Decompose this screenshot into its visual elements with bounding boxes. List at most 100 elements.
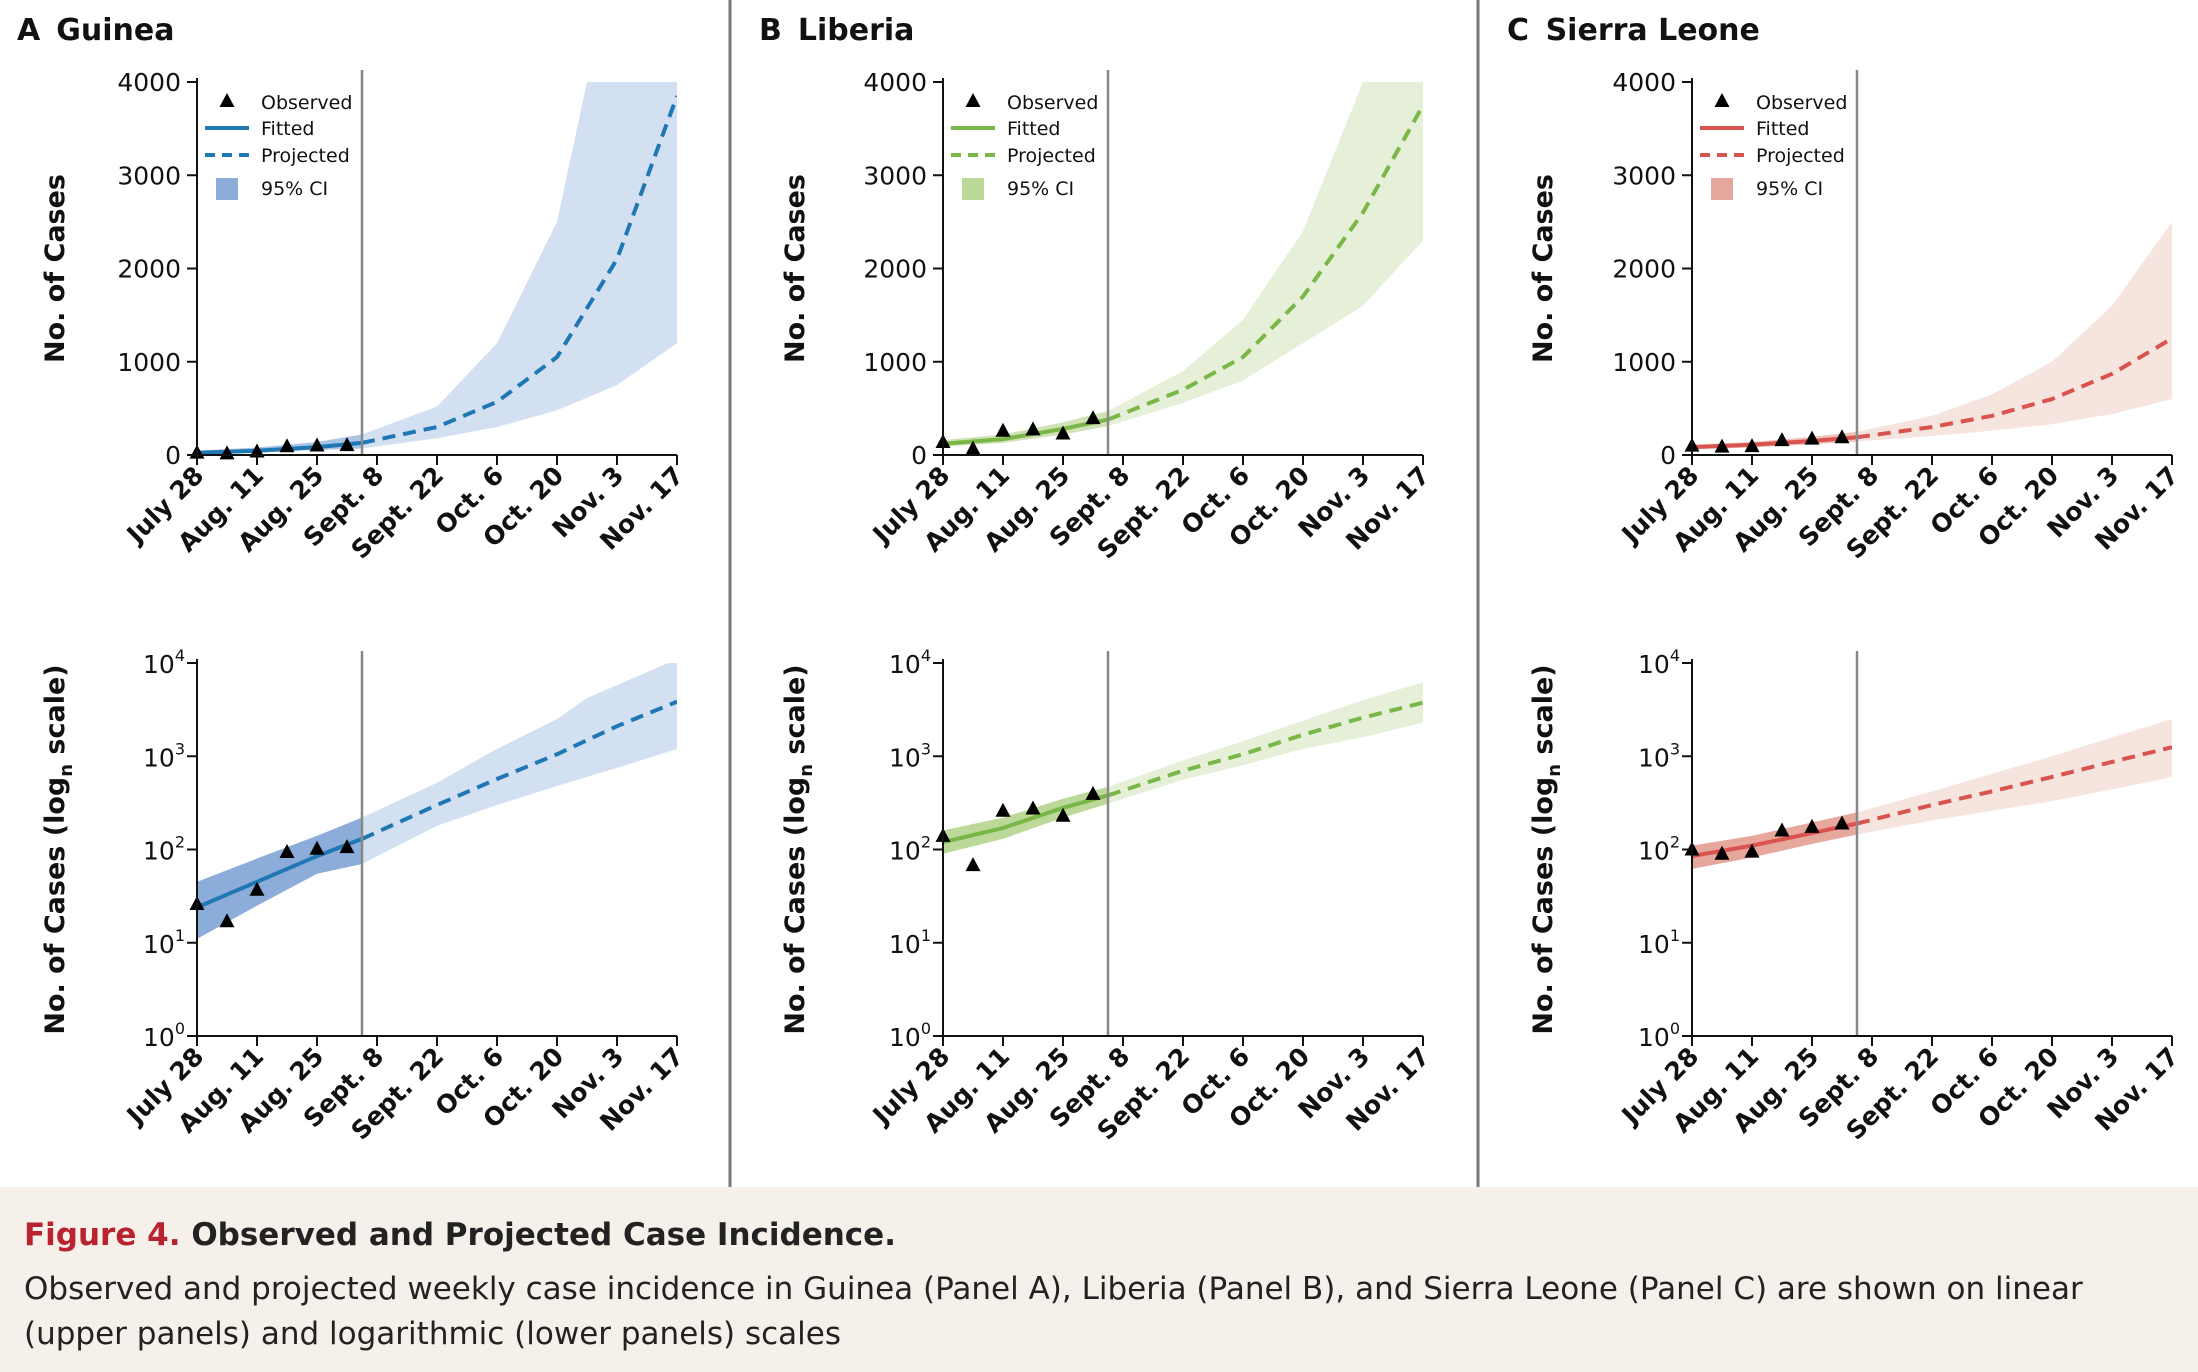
observed-marker xyxy=(309,840,325,855)
observed-marker xyxy=(1025,421,1041,436)
projected-line xyxy=(1107,104,1423,422)
observed-marker xyxy=(1714,438,1730,453)
observed-marker xyxy=(1834,429,1850,444)
y-tick-label: 0 xyxy=(1660,441,1676,470)
tick-exp: 2 xyxy=(1670,833,1680,852)
y-tick-label: 101 xyxy=(143,926,185,959)
tick-exp: 4 xyxy=(1670,646,1680,665)
y-tick-label: 3000 xyxy=(863,161,927,190)
observed-marker xyxy=(249,881,265,896)
observed-marker xyxy=(1025,800,1041,815)
fitted-line xyxy=(197,837,363,910)
y-tick-label: 4000 xyxy=(117,68,181,97)
y-tick-label: 100 xyxy=(1638,1019,1680,1052)
legend-observed-label: Observed xyxy=(1007,92,1098,114)
y-label-sub: n xyxy=(56,764,77,777)
tick-base: 10 xyxy=(143,650,175,679)
projected-line xyxy=(1856,745,2172,826)
legend-ci-swatch xyxy=(962,178,984,200)
y-label-suffix: scale) xyxy=(780,664,811,764)
ci-band-fitted xyxy=(943,411,1108,447)
legend-projected-label: Projected xyxy=(1756,145,1845,167)
y-tick-label: 1000 xyxy=(117,348,181,377)
y-tick-label: 101 xyxy=(889,926,931,959)
legend-ci-label: 95% CI xyxy=(1756,178,1823,200)
legend-observed-marker xyxy=(965,93,981,107)
y-axis-label: No. of Cases (logn scale) xyxy=(780,664,817,1034)
panel-country: Liberia xyxy=(798,13,915,48)
legend-ci-swatch xyxy=(1711,178,1733,200)
y-tick-label: 4000 xyxy=(863,68,927,97)
y-label-suffix: scale) xyxy=(40,664,71,764)
legend-fitted-label: Fitted xyxy=(1007,118,1060,140)
linear-plot xyxy=(1692,221,2172,450)
log-plot xyxy=(943,682,1423,854)
tick-base: 10 xyxy=(1638,1023,1670,1052)
y-label-sub: n xyxy=(1544,764,1565,777)
tick-exp: 1 xyxy=(1670,926,1680,945)
figure-caption: Figure 4. Observed and Projected Case In… xyxy=(0,1187,2198,1372)
legend-ci-swatch xyxy=(216,178,238,200)
legend-observed-marker xyxy=(1714,93,1730,107)
legend-ci-label: 95% CI xyxy=(1007,178,1074,200)
legend-ci-label: 95% CI xyxy=(261,178,328,200)
legend-observed-label: Observed xyxy=(261,92,352,114)
legend-projected-label: Projected xyxy=(261,145,350,167)
observed-marker xyxy=(1085,410,1101,425)
y-label-prefix: No. of Cases (log xyxy=(780,777,811,1035)
tick-exp: 2 xyxy=(921,833,931,852)
y-tick-label: 100 xyxy=(143,1019,185,1052)
legend-projected-label: Projected xyxy=(1007,145,1096,167)
tick-base: 10 xyxy=(143,930,175,959)
projected-line xyxy=(361,699,677,841)
tick-exp: 3 xyxy=(1670,739,1680,758)
tick-exp: 2 xyxy=(175,833,185,852)
panel-title: C Sierra Leone xyxy=(1507,13,1760,48)
y-tick-label: 2000 xyxy=(117,255,181,284)
panel-letter: C xyxy=(1507,13,1530,48)
y-tick-label: 0 xyxy=(911,441,927,470)
observed-marker xyxy=(219,913,235,928)
observed-marker xyxy=(1714,845,1730,860)
tick-base: 10 xyxy=(1638,930,1670,959)
observed-marker xyxy=(1774,432,1790,447)
observed-marker xyxy=(1744,438,1760,453)
panel-letter: A xyxy=(17,13,41,48)
log-plot xyxy=(197,663,677,939)
tick-exp: 4 xyxy=(921,646,931,665)
observed-marker xyxy=(279,438,295,453)
y-axis-label: No. of Cases xyxy=(1528,174,1559,363)
tick-base: 10 xyxy=(889,930,921,959)
panel-title: B Liberia xyxy=(759,13,914,48)
caption-title: Figure 4. Observed and Projected Case In… xyxy=(24,1217,2174,1253)
y-label-prefix: No. of Cases (log xyxy=(1528,777,1559,1035)
y-tick-label: 0 xyxy=(165,441,181,470)
tick-base: 10 xyxy=(889,837,921,866)
y-tick-label: 4000 xyxy=(1612,68,1676,97)
caption-text: Observed and projected weekly case incid… xyxy=(24,1271,2083,1352)
panel-title: A Guinea xyxy=(17,13,174,48)
observed-marker xyxy=(1804,818,1820,833)
projected-line xyxy=(361,95,677,445)
y-axis-label: No. of Cases xyxy=(40,174,71,363)
log-plot xyxy=(1692,719,2172,869)
tick-exp: 0 xyxy=(1670,1019,1680,1038)
tick-base: 10 xyxy=(889,650,921,679)
tick-base: 10 xyxy=(143,1023,175,1052)
panel-country: Guinea xyxy=(56,13,174,48)
observed-marker xyxy=(309,437,325,452)
observed-marker xyxy=(339,839,355,854)
observed-marker xyxy=(1834,815,1850,830)
y-tick-label: 103 xyxy=(143,739,185,772)
tick-base: 10 xyxy=(889,743,921,772)
observed-marker xyxy=(965,857,981,872)
observed-marker xyxy=(1055,807,1071,822)
observed-marker xyxy=(339,437,355,452)
tick-exp: 1 xyxy=(175,926,185,945)
tick-base: 10 xyxy=(1638,650,1670,679)
observed-marker xyxy=(1085,785,1101,800)
y-axis-label: No. of Cases xyxy=(780,174,811,363)
